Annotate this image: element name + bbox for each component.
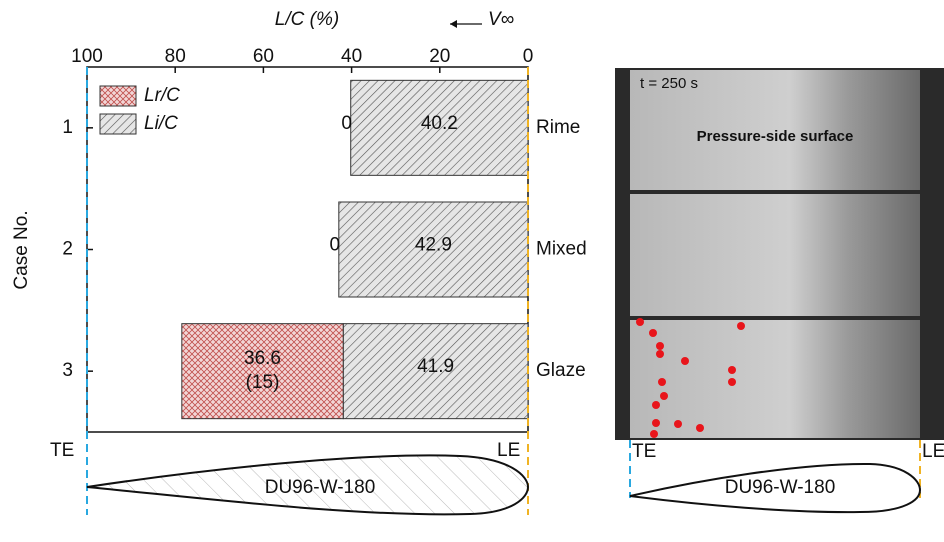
x-tick-label: 60	[253, 46, 274, 67]
legend-swatch	[99, 85, 137, 107]
airfoil-shape	[86, 454, 530, 516]
x-tick-label: 20	[429, 46, 450, 67]
data-label: 36.6 (15)	[244, 348, 281, 393]
photo-strip	[630, 194, 920, 316]
surface-label: Pressure-side surface	[697, 128, 854, 145]
x-tick-label: 40	[341, 46, 362, 67]
legend-label: Li/C	[144, 113, 178, 134]
category-note: Mixed	[536, 239, 587, 260]
plot: 100 80 60 40 20 0 1 Rime 40.2 0 2 Mixed 42.9 0 3 Glaze 4…	[62, 46, 587, 420]
y-tick-label: 1	[62, 117, 73, 138]
te-label: TE	[632, 441, 656, 462]
category-note: Glaze	[536, 360, 586, 381]
data-label: 0	[330, 235, 341, 256]
x-tick-label: 100	[71, 46, 103, 67]
le-label: LE	[497, 440, 520, 461]
airfoil-name: DU96-W-180	[265, 477, 376, 498]
data-label: 42.9	[415, 235, 452, 256]
legend-swatch	[99, 113, 137, 135]
droplets	[636, 318, 745, 438]
time-label: t = 250 s	[640, 75, 698, 92]
bar-segment	[342, 323, 529, 420]
bar-segment	[350, 79, 529, 176]
bar-segment	[181, 323, 344, 420]
airfoil-name: DU96-W-180	[725, 477, 836, 498]
data-label: 40.2	[421, 113, 458, 134]
legend-label: Lr/C	[144, 85, 180, 106]
flow-label: V∞	[488, 9, 514, 30]
airfoil-shape	[629, 462, 922, 514]
le-label: LE	[922, 441, 944, 462]
x-tick-label: 80	[165, 46, 186, 67]
photo-strip	[630, 320, 920, 438]
x-axis-title: L/C (%)	[275, 9, 339, 30]
flow-arrow-head	[450, 20, 457, 28]
data-label: 0	[341, 113, 352, 134]
photo-strip	[630, 70, 920, 190]
y-tick-label: 2	[62, 239, 73, 260]
te-label: TE	[50, 440, 74, 461]
y-axis-title: Case No.	[11, 210, 32, 289]
x-tick-label: 0	[523, 46, 534, 67]
data-label: 41.9	[417, 356, 454, 377]
bar-segment	[338, 201, 529, 298]
category-note: Rime	[536, 117, 580, 138]
y-tick-label: 3	[62, 360, 73, 381]
